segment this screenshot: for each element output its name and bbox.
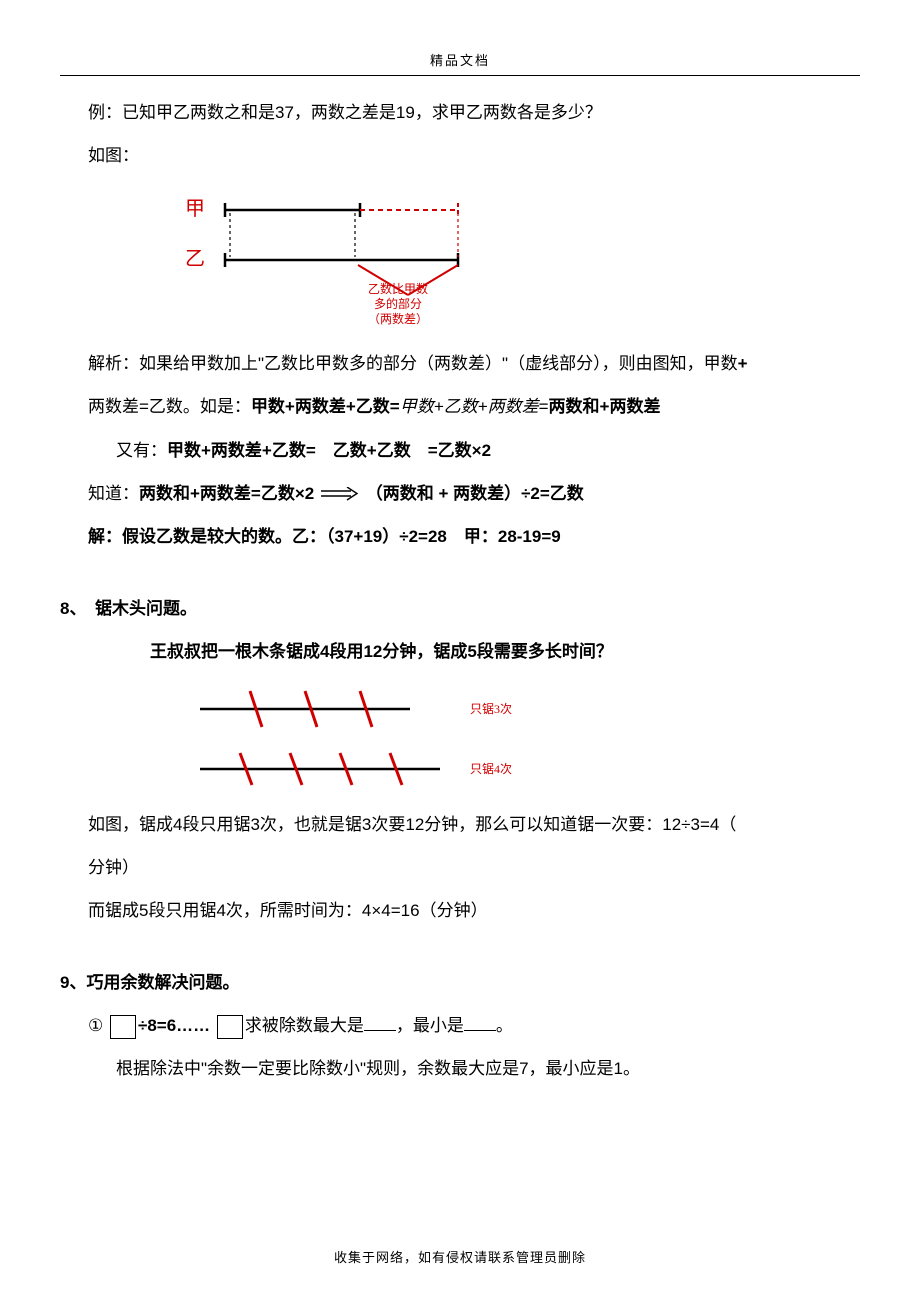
blank-box-remainder <box>217 1015 243 1039</box>
saw-diagram: 只锯3次 只锯4次 <box>180 681 860 796</box>
blank-underline-max <box>364 1030 396 1031</box>
footer-note: 收集于网络，如有侵权请联系管理员删除 <box>0 1247 920 1266</box>
blank-box-dividend <box>110 1015 136 1039</box>
diagram-bars: 甲 乙 乙数比甲数 多的部分 （两数差） <box>150 185 860 335</box>
header-label: 精品文档 <box>60 50 860 69</box>
section-8-question: 王叔叔把一根木条锯成4段用12分钟，锯成5段需要多长时间？ <box>60 633 860 670</box>
section-8-exp1b: 分钟） <box>60 849 860 886</box>
solution-line: 解：假设乙数是较大的数。乙：（37+19）÷2=28 甲：28-19=9 <box>60 518 860 555</box>
section-9-exp: 根据除法中"余数一定要比除数小"规则，余数最大应是7，最小应是1。 <box>60 1050 860 1087</box>
saw-note-3: 只锯3次 <box>470 701 512 716</box>
arrow-icon <box>321 487 359 501</box>
diagram-note2: 多的部分 <box>374 296 422 311</box>
blank-underline-min <box>464 1030 496 1031</box>
analysis-4: 知道：两数和+两数差=乙数×2 （两数和 + 两数差）÷2=乙数 <box>60 475 860 512</box>
section-8-title: 8、 锯木头问题。 <box>60 590 860 627</box>
label-yi: 乙 <box>185 248 205 270</box>
header-rule <box>60 75 860 76</box>
example-line: 例：已知甲乙两数之和是37，两数之差是19，求甲乙两数各是多少？ <box>60 94 860 131</box>
label-jia: 甲 <box>185 198 205 220</box>
diagram-note1: 乙数比甲数 <box>368 281 428 296</box>
as-figure: 如图： <box>60 137 860 174</box>
saw-note-4: 只锯4次 <box>470 761 512 776</box>
section-8-exp2: 而锯成5段只用锯4次，所需时间为：4×4=16（分钟） <box>60 892 860 929</box>
analysis-3: 又有：甲数+两数差+乙数= 乙数+乙数 =乙数×2 <box>60 432 860 469</box>
analysis-1: 解析：如果给甲数加上"乙数比甲数多的部分（两数差）"（虚线部分），则由图知，甲数… <box>60 345 860 382</box>
section-9-q1: ① ÷8=6…… 求被除数最大是，最小是。 <box>60 1007 860 1044</box>
diagram-note3: （两数差） <box>368 311 428 326</box>
analysis-2: 两数差=乙数。如是：甲数+两数差+乙数=甲数+乙数+两数差=两数和+两数差 <box>60 388 860 425</box>
section-8-exp1: 如图，锯成4段只用锯3次，也就是锯3次要12分钟，那么可以知道锯一次要：12÷3… <box>60 806 860 843</box>
section-9-title: 9、巧用余数解决问题。 <box>60 964 860 1001</box>
